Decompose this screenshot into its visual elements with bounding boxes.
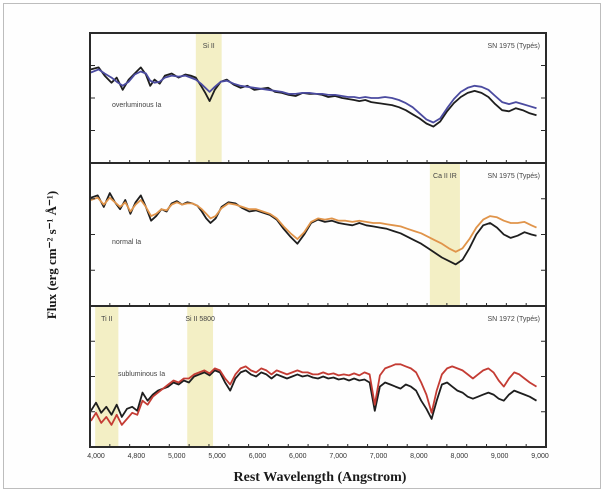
panel-annotations: Si II SN 1975 (Typés) overluminous Ia Ca II… <box>101 43 540 378</box>
panel-border-mid <box>89 162 547 307</box>
panel-label-right-bot: SN 1972 (Typés) <box>487 316 540 323</box>
band-label-bot-0: Ti II <box>101 316 112 323</box>
series-line-top-1 <box>90 68 537 124</box>
series-line-mid-0 <box>90 192 537 266</box>
panel-label-left-mid: normal Ia <box>112 239 141 246</box>
band-label-mid-0: Ca II IR <box>433 173 457 180</box>
x-tick-label-2: 5,000 <box>168 453 186 460</box>
x-tick-label-3: 5,000 <box>208 453 226 460</box>
spectrum-lines <box>90 66 537 426</box>
x-tick-label-5: 6,000 <box>289 453 307 460</box>
panel-borders <box>89 32 547 448</box>
x-tick-label-0: 4,000 <box>87 453 105 460</box>
x-axis-ticks: 4,000 4,800 5,000 5,000 6,000 6,000 7,000 7,000… <box>87 453 549 460</box>
panel-label-right-mid: SN 1975 (Typés) <box>487 173 540 180</box>
x-tick-label-6: 7,000 <box>329 453 347 460</box>
x-tick-label-8: 8,000 <box>410 453 428 460</box>
series-line-top-0 <box>90 66 537 128</box>
x-tick-label-7: 7,000 <box>370 453 388 460</box>
series-line-mid-1 <box>90 196 537 253</box>
panel-label-right-top: SN 1975 (Typés) <box>487 43 540 50</box>
x-tick-label-9: 8,000 <box>451 453 469 460</box>
x-tick-label-1: 4,800 <box>128 453 146 460</box>
series-line-bot-1 <box>90 363 537 426</box>
x-axis-label: Rest Wavelength (Angstrom) <box>234 470 407 485</box>
panel-label-left-bot: subluminous Ia <box>118 371 165 378</box>
band-mid-0 <box>429 164 460 305</box>
band-bot-0 <box>95 307 119 446</box>
y-axis-label: Flux (erg cm⁻² s⁻¹ Å⁻¹) <box>44 191 59 319</box>
x-tick-label-11: 9,000 <box>531 453 549 460</box>
band-label-bot-1: Si II 5800 <box>185 316 215 323</box>
x-tick-label-4: 6,000 <box>249 453 267 460</box>
x-tick-label-10: 9,000 <box>491 453 509 460</box>
panel-label-left-top: overluminous Ia <box>112 102 162 109</box>
panel-border-top <box>89 32 547 164</box>
band-label-top-0: Si II <box>203 43 215 50</box>
